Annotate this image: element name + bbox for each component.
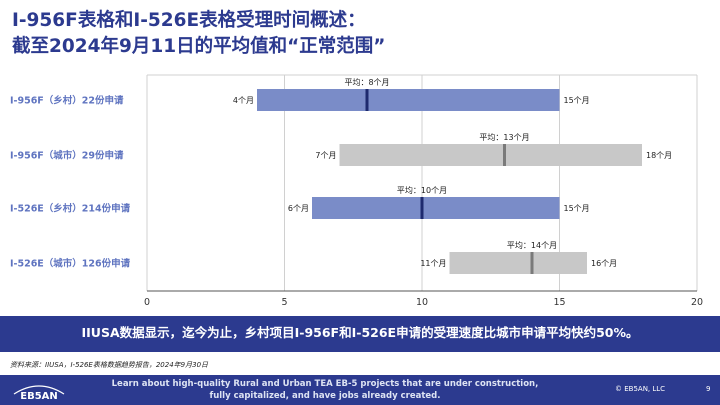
range-bar xyxy=(339,144,642,166)
title-line-2: 截至2024年9月11日的平均值和“正常范围” xyxy=(12,36,386,57)
category-label: I-956F（城市）29份申请 xyxy=(10,150,124,162)
min-label: 7个月 xyxy=(315,151,336,160)
range-bar xyxy=(257,89,560,111)
x-tick-label: 20 xyxy=(691,297,703,308)
range-bar-chart: 0 5 10 15 20 I-956F（乡村）22份申请 4个月 15个月 平均：8个月 I-95… xyxy=(10,74,703,308)
svg-text:EB5AN: EB5AN xyxy=(20,391,58,402)
x-tick-label: 10 xyxy=(416,297,428,308)
average-label: 平均：8个月 xyxy=(344,77,389,87)
source-note: 资料来源：IIUSA，I-526E表格数据趋势报告，2024年9月30日 xyxy=(10,361,209,369)
page-title: I-956F表格和I-526E表格受理时间概述： 截至2024年9月11日的平均… xyxy=(12,8,702,60)
average-label: 平均：13个月 xyxy=(479,132,529,142)
footer-bar: EB5AN Learn about high-quality Rural and… xyxy=(0,375,720,405)
max-label: 15个月 xyxy=(564,96,590,105)
footer-tagline-line-2: fully capitalized, and have jobs already… xyxy=(209,391,441,401)
key-finding-banner: IIUSA数据显示，迄今为止，乡村项目I-956F和I-526E申请的受理速度比… xyxy=(0,316,720,352)
category-label: I-956F（乡村）22份申请 xyxy=(10,95,124,107)
average-marker xyxy=(530,252,534,274)
title-line-1: I-956F表格和I-526E表格受理时间概述： xyxy=(12,10,366,31)
min-label: 11个月 xyxy=(420,259,446,268)
category-label: I-526E（城市）126份申请 xyxy=(10,258,131,270)
max-label: 18个月 xyxy=(646,151,672,160)
min-label: 6个月 xyxy=(288,204,309,213)
average-label: 平均：10个月 xyxy=(397,185,447,195)
range-bar xyxy=(312,197,560,219)
footer-tagline: Learn about high-quality Rural and Urban… xyxy=(110,378,540,402)
range-bar xyxy=(449,252,587,274)
x-tick-label: 0 xyxy=(144,297,150,308)
min-label: 4个月 xyxy=(233,96,254,105)
average-marker xyxy=(365,89,369,111)
max-label: 15个月 xyxy=(564,204,590,213)
x-tick-label: 5 xyxy=(281,297,287,308)
copyright-text: © EB5AN, LLC xyxy=(615,385,666,393)
page-number: 9 xyxy=(706,385,711,393)
average-label: 平均：14个月 xyxy=(507,240,557,250)
eb5an-logo: EB5AN xyxy=(13,385,65,402)
average-marker xyxy=(503,144,506,166)
category-label: I-526E（乡村）214份申请 xyxy=(10,203,131,215)
footer-tagline-line-1: Learn about high-quality Rural and Urban… xyxy=(111,379,539,389)
x-tick-label: 15 xyxy=(553,297,565,308)
average-marker xyxy=(420,197,424,219)
max-label: 16个月 xyxy=(591,259,617,268)
